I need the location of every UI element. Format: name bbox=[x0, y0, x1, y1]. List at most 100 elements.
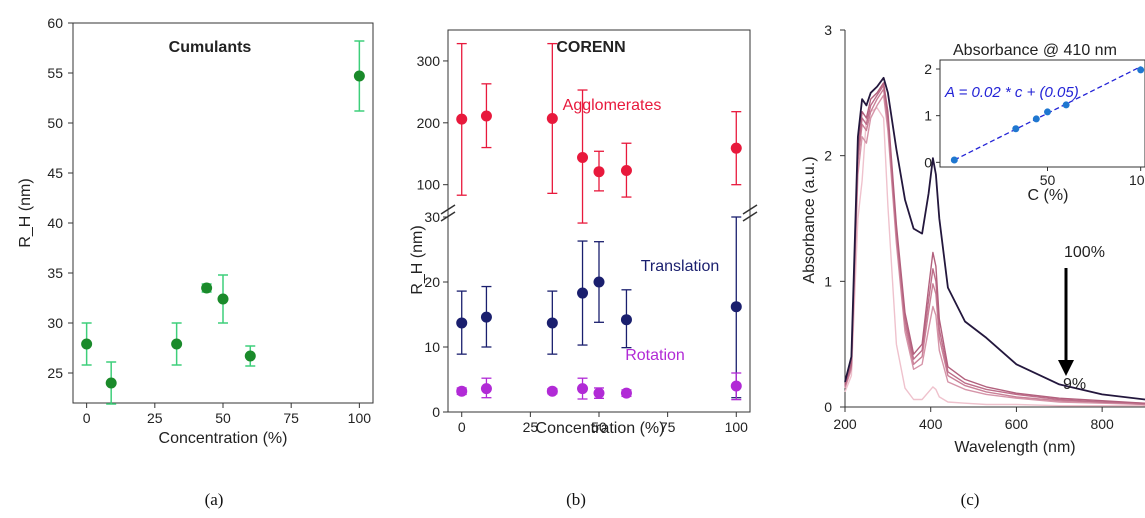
panel-a-point bbox=[105, 377, 117, 389]
panel-b-point bbox=[730, 380, 742, 392]
panel-b-point bbox=[593, 387, 605, 399]
panel-a-ytick-label: 60 bbox=[47, 15, 63, 31]
panel-a-point bbox=[81, 338, 93, 350]
panel-b-caption: (b) bbox=[566, 490, 586, 509]
axis-break-left-upper bbox=[440, 204, 456, 215]
panel-c-spectrum-line bbox=[844, 88, 1145, 406]
panel-b-ytick-label: 20 bbox=[424, 274, 440, 290]
panel-a-ytick-label: 35 bbox=[47, 265, 63, 281]
panel-b-point bbox=[577, 287, 589, 299]
panel-c-xtick-label: 800 bbox=[1090, 416, 1114, 432]
panel-a-ytick-label: 45 bbox=[47, 165, 63, 181]
inset-ytick-label: 1 bbox=[924, 108, 932, 124]
panel-c-xtick-label: 600 bbox=[1005, 416, 1029, 432]
inset-point bbox=[1062, 101, 1070, 109]
inset-chart: Absorbance @ 410 nm C (%) A = 0.02 * c +… bbox=[924, 42, 1145, 204]
panel-a-cumulants: Cumulants Concentration (%) R_H (nm) (a)… bbox=[17, 15, 374, 509]
panel-b-ytick-label: 10 bbox=[424, 339, 440, 355]
panel-b-xtick-label: 75 bbox=[660, 419, 676, 435]
panel-b-ytick-label: 100 bbox=[417, 177, 441, 193]
panel-b-point bbox=[730, 301, 742, 313]
annotation-9-percent: 9% bbox=[1063, 376, 1086, 393]
panel-a-caption: (a) bbox=[205, 490, 224, 509]
panel-c-spectrum-line bbox=[844, 84, 1145, 404]
axis-break-right-lower bbox=[742, 211, 758, 222]
inset-point bbox=[950, 156, 958, 164]
panel-c-spectrum-line bbox=[844, 94, 1145, 406]
panel-c-ytick-label: 1 bbox=[824, 273, 832, 289]
panel-a-xtick-label: 25 bbox=[147, 410, 163, 426]
panel-b-frame bbox=[447, 29, 751, 413]
panel-a-ytick-label: 25 bbox=[47, 365, 63, 381]
panel-a-ytick-label: 30 bbox=[47, 315, 63, 331]
panel-a-xtick-label: 100 bbox=[348, 410, 372, 426]
panel-b-ytick-label: 300 bbox=[417, 53, 441, 69]
panel-a-point bbox=[201, 282, 213, 294]
panel-a-ytick-label: 40 bbox=[47, 215, 63, 231]
inset-xtick-label: 100 bbox=[1129, 172, 1145, 188]
series-label-rotation: Rotation bbox=[625, 347, 685, 364]
panel-c-ylabel: Absorbance (a.u.) bbox=[801, 156, 818, 283]
panel-b-point bbox=[593, 276, 605, 288]
panel-b-point bbox=[577, 383, 589, 395]
panel-a-ytick-label: 55 bbox=[47, 65, 63, 81]
panel-a-point bbox=[217, 293, 229, 305]
concentration-arrow-head bbox=[1058, 360, 1074, 376]
inset-frame bbox=[939, 59, 1145, 168]
panel-b-point bbox=[456, 317, 468, 329]
panel-b-corenn: CORENN Concentration (%) R_H (nm) Agglom… bbox=[409, 29, 758, 509]
panel-b-point bbox=[456, 113, 468, 125]
series-label-agglomerates: Agglomerates bbox=[563, 97, 662, 114]
inset-fit-equation: A = 0.02 * c + (0.05) bbox=[944, 84, 1079, 101]
panel-b-point bbox=[620, 164, 632, 176]
annotation-100-percent: 100% bbox=[1064, 244, 1105, 261]
panel-b-ytick-label: 200 bbox=[417, 115, 441, 131]
panel-b-title: CORENN bbox=[556, 39, 625, 56]
panel-a-point bbox=[244, 350, 256, 362]
inset-point bbox=[1137, 66, 1145, 74]
panel-a-xtick-label: 50 bbox=[215, 410, 231, 426]
panel-a-xtick-label: 75 bbox=[283, 410, 299, 426]
panel-b-xtick-label: 25 bbox=[523, 419, 539, 435]
panel-b-ylabel: R_H (nm) bbox=[409, 225, 426, 294]
panel-b-ytick-label: 30 bbox=[424, 209, 440, 225]
inset-point bbox=[1012, 125, 1020, 133]
inset-ytick-label: 2 bbox=[924, 61, 932, 77]
panel-b-point bbox=[620, 387, 632, 399]
inset-xtick-label: 50 bbox=[1040, 172, 1056, 188]
panel-c-xtick-label: 200 bbox=[833, 416, 857, 432]
panel-c-xtick-label: 400 bbox=[919, 416, 943, 432]
panel-c-xlabel: Wavelength (nm) bbox=[954, 439, 1075, 456]
panel-b-point bbox=[480, 311, 492, 323]
panel-a-point bbox=[353, 70, 365, 82]
panel-b-xlabel: Concentration (%) bbox=[536, 420, 665, 437]
panel-c-spectrum-line bbox=[844, 76, 1145, 401]
panel-b-point bbox=[480, 383, 492, 395]
inset-point bbox=[1032, 115, 1040, 123]
inset-title: Absorbance @ 410 nm bbox=[953, 42, 1117, 59]
panel-b-xtick-label: 0 bbox=[458, 419, 466, 435]
inset-point bbox=[1044, 108, 1051, 116]
panel-b-point bbox=[620, 314, 632, 326]
panel-b-xtick-label: 100 bbox=[725, 419, 749, 435]
panel-b-point bbox=[456, 385, 468, 397]
inset-xlabel: C (%) bbox=[1028, 187, 1069, 204]
panel-a-ytick-label: 50 bbox=[47, 115, 63, 131]
panel-b-xtick-label: 50 bbox=[591, 419, 607, 435]
panel-b-point bbox=[593, 166, 605, 178]
panel-b-point bbox=[730, 142, 742, 154]
series-label-translation: Translation bbox=[641, 258, 720, 275]
panel-b-ytick-label: 0 bbox=[432, 404, 440, 420]
panel-c-spectrum-line bbox=[844, 82, 1145, 404]
panel-b-point bbox=[546, 385, 558, 397]
panel-a-ylabel: R_H (nm) bbox=[17, 178, 34, 247]
panel-c-ytick-label: 0 bbox=[824, 399, 832, 415]
panel-a-title: Cumulants bbox=[169, 39, 252, 56]
panel-b-point bbox=[480, 110, 492, 122]
panel-c-absorbance: Wavelength (nm) Absorbance (a.u.) 200 400… bbox=[801, 22, 1145, 509]
axis-break-right-upper bbox=[742, 204, 758, 215]
panel-b-point bbox=[546, 112, 558, 124]
panel-b-point bbox=[577, 151, 589, 163]
panel-a-point bbox=[171, 338, 183, 350]
